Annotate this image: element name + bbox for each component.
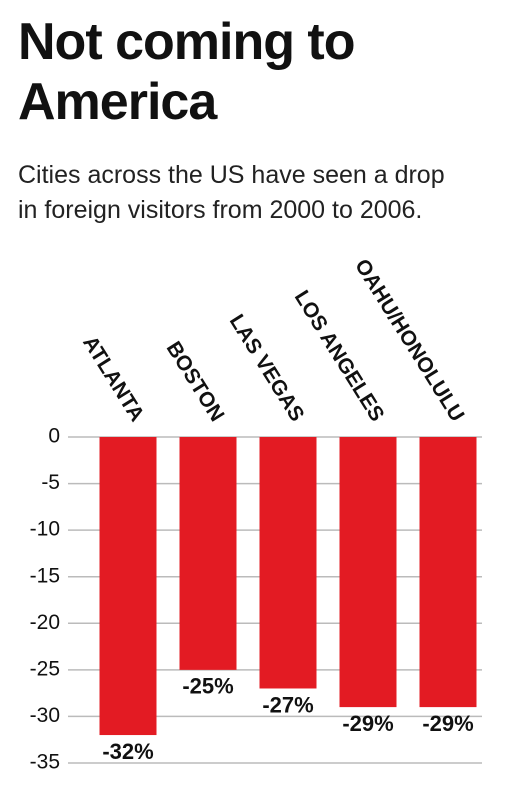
x-tick-label: LOS ANGELES	[290, 286, 389, 425]
bar	[99, 437, 157, 736]
y-tick-label: -5	[41, 471, 60, 494]
bar	[179, 437, 237, 670]
x-tick-label: ATLANTA	[78, 332, 148, 426]
y-tick-label: -10	[30, 518, 60, 541]
bar	[259, 437, 317, 689]
value-label: -29%	[422, 711, 473, 736]
value-label: -25%	[182, 674, 233, 699]
x-tick-label: LAS VEGAS	[225, 310, 309, 425]
chart-title: Not coming to America	[18, 13, 356, 131]
y-tick-label: -35	[30, 751, 60, 774]
y-tick-label: -30	[30, 704, 60, 727]
x-tick-label: BOSTON	[162, 338, 229, 426]
bar	[419, 437, 477, 708]
y-tick-label: -15	[30, 564, 60, 587]
value-label: -32%	[102, 739, 153, 764]
bar	[339, 437, 397, 708]
chart-subtitle: Cities across the US have seen a drop in…	[18, 161, 445, 224]
value-label: -27%	[262, 692, 313, 717]
value-label: -29%	[342, 711, 393, 736]
y-tick-label: -25	[30, 657, 60, 680]
y-tick-label: -20	[30, 611, 60, 634]
y-tick-label: 0	[48, 425, 60, 448]
